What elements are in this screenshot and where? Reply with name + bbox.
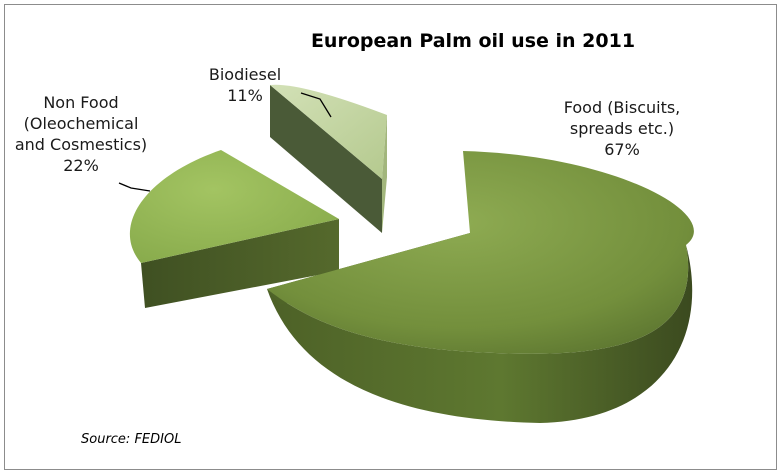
data-label-line: 11% xyxy=(227,86,263,105)
slice-biodiesel-front xyxy=(382,115,387,233)
slice-biodiesel xyxy=(270,84,387,233)
slice-food-top xyxy=(267,151,694,354)
slice-food-side xyxy=(267,245,693,423)
data-label-line: Non Food xyxy=(43,93,118,112)
data-label-line: 22% xyxy=(63,156,99,175)
chart-frame: European Palm oil use in 2011 Food (Bisc… xyxy=(4,4,777,470)
data-label-line: spreads etc.) xyxy=(570,119,674,138)
data-label-line: 67% xyxy=(604,140,640,159)
chart-title: European Palm oil use in 2011 xyxy=(311,30,635,52)
pie-chart: European Palm oil use in 2011 Food (Bisc… xyxy=(15,30,694,447)
data-label-line: (Oleochemical xyxy=(24,114,139,133)
slice-nonfood-side xyxy=(141,219,339,308)
slice-nonfood xyxy=(129,150,339,308)
data-label-line: Food (Biscuits, xyxy=(564,98,681,117)
data-label-nonfood: Non Food (Oleochemical and Cosmestics) 22% xyxy=(15,93,147,175)
data-label-food: Food (Biscuits, spreads etc.) 67% xyxy=(564,98,681,159)
leader-line-biodiesel xyxy=(300,92,332,118)
slice-food xyxy=(267,151,694,423)
data-label-line: Biodiesel xyxy=(209,65,281,84)
data-label-line: and Cosmestics) xyxy=(15,135,147,154)
slice-nonfood-top xyxy=(129,150,339,263)
data-label-biodiesel: Biodiesel 11% xyxy=(209,65,281,105)
slice-biodiesel-side xyxy=(270,85,382,233)
slice-biodiesel-top xyxy=(270,84,387,179)
leader-line-nonfood xyxy=(118,182,151,192)
source-note: Source: FEDIOL xyxy=(81,432,181,447)
